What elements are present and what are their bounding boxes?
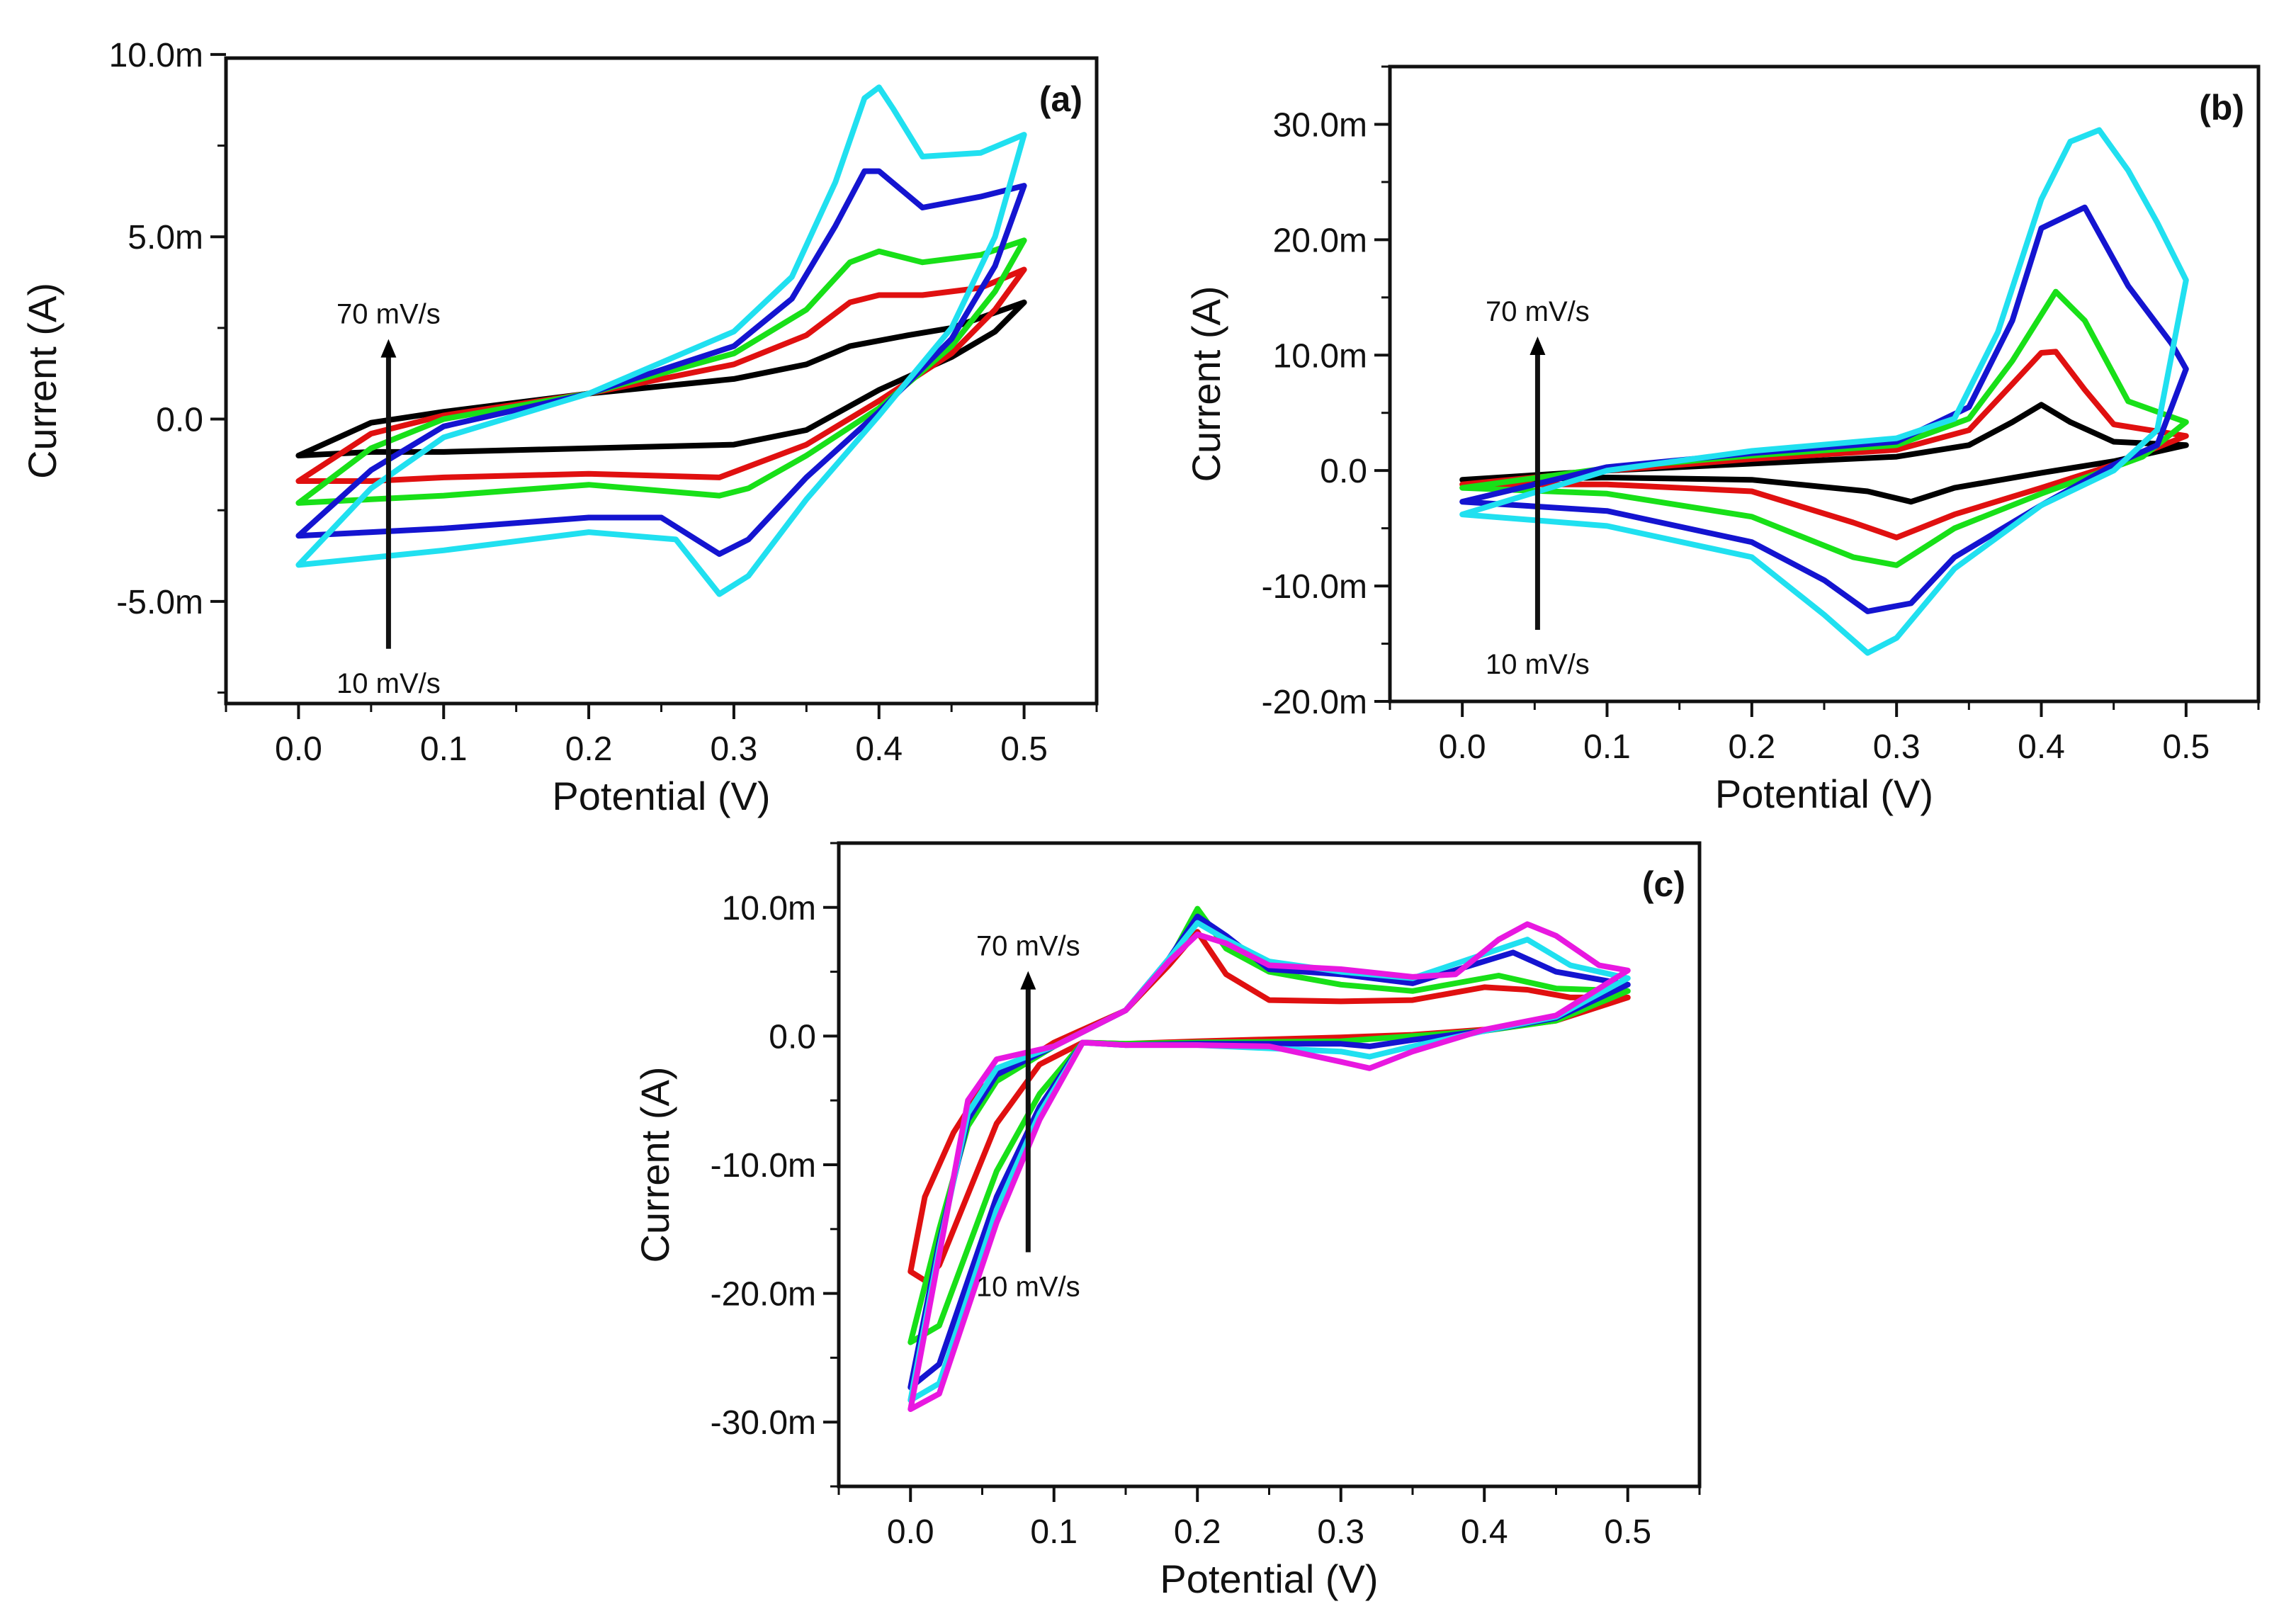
plot-frame [1388, 64, 2261, 704]
y-axis-title: Current (A) [633, 1067, 677, 1263]
series-group [295, 84, 1027, 597]
x-tick-label: 0.1 [1030, 1513, 1078, 1551]
x-tick-label: 0.4 [1461, 1513, 1508, 1551]
panel-b: 0.0 0.1 0.2 0.3 0.4 0.5 -20.0m -10.0m 0.0 10.0m 20… [1184, 64, 2261, 816]
annotation-bottom: 10 mV/s [976, 1271, 1080, 1302]
y-tick-label: -10.0m [1262, 568, 1367, 606]
annotation-bottom: 10 mV/s [337, 668, 441, 699]
y-tick-label: -30.0m [711, 1404, 816, 1442]
x-axis-title: Potential (V) [552, 774, 770, 818]
annotation-bottom: 10 mV/s [1486, 649, 1590, 680]
series-line-5 [907, 921, 1631, 1412]
x-tick-label: 0.3 [711, 730, 758, 768]
y-tick-label: 0.0 [769, 1018, 816, 1056]
x-tick-label: 0.5 [1000, 730, 1048, 768]
annotation-top: 70 mV/s [976, 931, 1080, 962]
annotation-top: 70 mV/s [1486, 296, 1590, 327]
panel-c: 0.0 0.1 0.2 0.3 0.4 0.5 -30.0m -20.0m -10.0m 0.0 1… [633, 841, 1702, 1601]
x-axis-title: Potential (V) [1715, 772, 1933, 816]
series-group [1459, 127, 2189, 656]
series-line-3 [1459, 288, 2189, 568]
series-line-4 [907, 920, 1631, 1404]
x-tick-label: 0.0 [1439, 728, 1486, 766]
x-tick-label: 0.2 [1174, 1513, 1221, 1551]
y-tick-label: 30.0m [1273, 106, 1367, 144]
arrow-head-icon [1529, 336, 1546, 355]
series-line-2 [295, 266, 1027, 484]
y-tick-label: 5.0m [128, 219, 203, 256]
y-axis-title: Current (A) [1184, 286, 1228, 482]
series-line-4 [295, 168, 1027, 557]
x-axis-title: Potential (V) [1160, 1557, 1378, 1601]
series-line-5 [1459, 127, 2189, 656]
x-tick-label: 0.3 [1873, 728, 1921, 766]
annotation-top: 70 mV/s [337, 299, 441, 330]
y-tick-label: -5.0m [116, 584, 203, 621]
panel-label: (a) [1039, 79, 1082, 119]
x-tick-label: 0.2 [1728, 728, 1775, 766]
panel-label: (b) [2199, 88, 2244, 128]
x-tick-label: 0.0 [275, 730, 322, 768]
y-tick-label: 0.0 [156, 402, 203, 439]
x-tick-label: 0.3 [1317, 1513, 1364, 1551]
x-tick-label: 0.4 [2018, 728, 2065, 766]
series-line-4 [1459, 204, 2189, 614]
y-axis-title: Current (A) [20, 283, 64, 479]
y-tick-label: 20.0m [1273, 222, 1367, 259]
series-line-1 [907, 929, 1631, 1284]
x-tick-label: 0.1 [1583, 728, 1631, 766]
plot-frame [837, 841, 1702, 1489]
series-line-1 [1459, 402, 2189, 505]
panel-label: (c) [1642, 864, 1685, 904]
series-line-5 [295, 84, 1027, 597]
x-tick-label: 0.5 [1604, 1513, 1651, 1551]
x-tick-label: 0.0 [887, 1513, 934, 1551]
arrow-head-icon [1020, 971, 1036, 990]
y-tick-label: 10.0m [722, 890, 816, 927]
series-line-2 [1459, 349, 2189, 541]
y-tick-label: 10.0m [1273, 337, 1367, 375]
arrow-head-icon [380, 339, 397, 358]
y-tick-label: 0.0 [1320, 453, 1367, 490]
series-group [907, 905, 1631, 1412]
x-tick-label: 0.1 [420, 730, 468, 768]
y-tick-label: -20.0m [1262, 684, 1367, 721]
y-tick-label: -20.0m [711, 1276, 816, 1314]
panel-a: 0.0 0.1 0.2 0.3 0.4 0.5 -5.0m 0.0 5.0m 10.0m Poten… [20, 37, 1099, 818]
y-tick-label: -10.0m [711, 1147, 816, 1185]
y-tick-label: 10.0m [109, 37, 203, 74]
x-tick-label: 0.5 [2162, 728, 2210, 766]
x-tick-label: 0.2 [565, 730, 613, 768]
x-tick-label: 0.4 [855, 730, 903, 768]
